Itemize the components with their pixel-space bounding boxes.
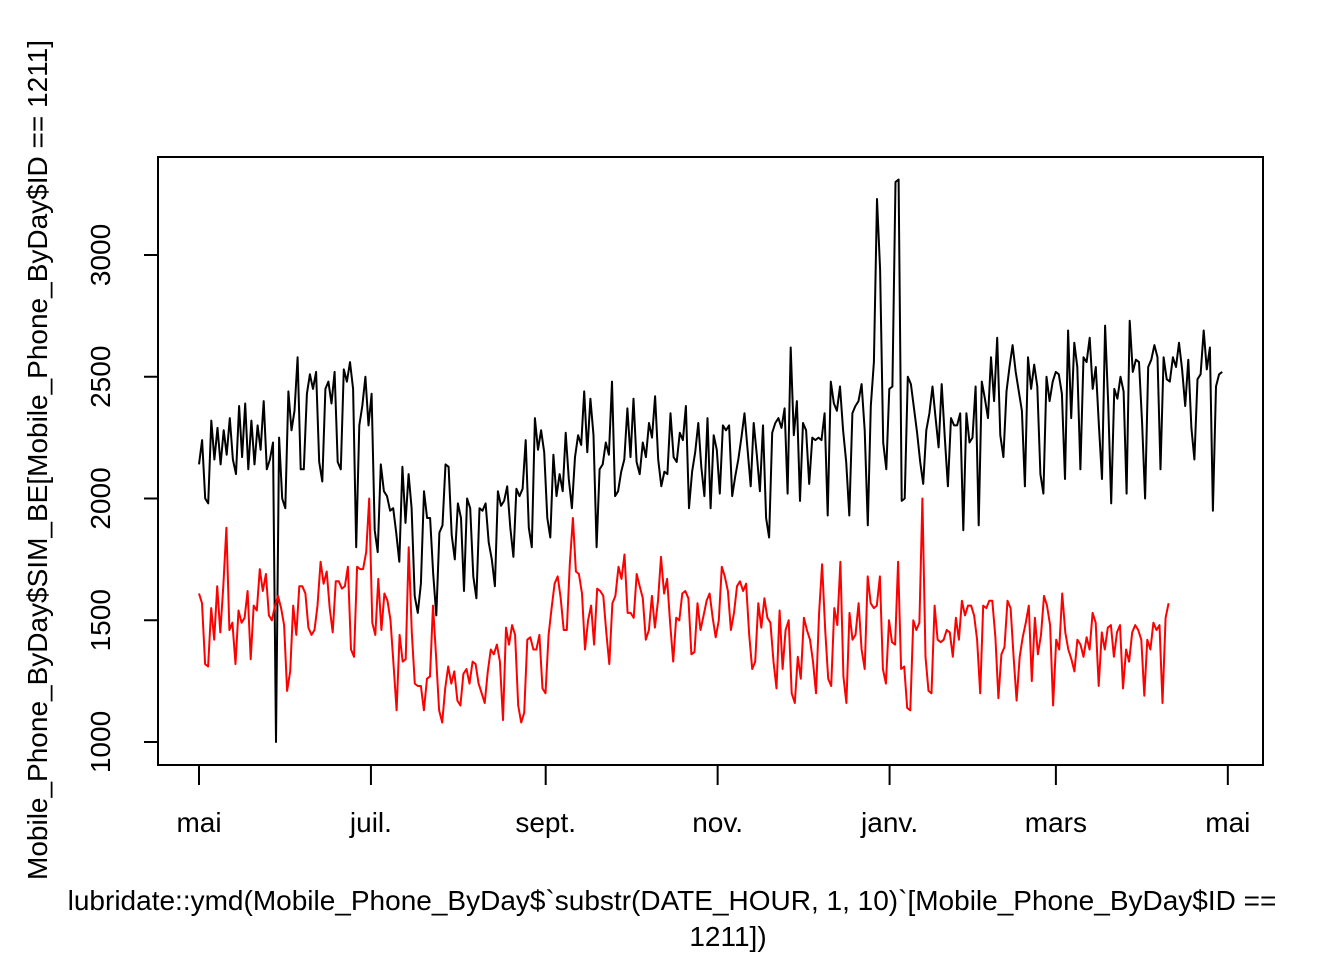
- x-axis: mai juil. sept. nov. janv. mars mai: [176, 764, 1250, 838]
- x-tick-label: mars: [1025, 807, 1087, 838]
- series-line-1: [198, 178, 1223, 743]
- x-tick-label: juil.: [349, 807, 392, 838]
- x-tick-label: nov.: [692, 807, 743, 838]
- x-tick-label: sept.: [515, 807, 576, 838]
- x-axis-title-line-1: lubridate::ymd(Mobile_Phone_ByDay$`subst…: [68, 885, 1277, 916]
- series-line-2: [198, 497, 1170, 724]
- y-tick-label: 1500: [85, 589, 116, 651]
- y-tick-label: 3000: [85, 224, 116, 286]
- series-layer: [198, 178, 1223, 743]
- x-tick-label: janv.: [860, 807, 918, 838]
- y-axis: 1000 1500 2000 2500 3000: [85, 224, 159, 773]
- x-axis-title-line-2: 1211]): [689, 921, 766, 952]
- y-axis-title: Mobile_Phone_ByDay$SIM_BE[Mobile_Phone_B…: [22, 40, 53, 880]
- x-tick-label: mai: [1205, 807, 1250, 838]
- x-tick-label: mai: [176, 807, 221, 838]
- y-tick-label: 2000: [85, 467, 116, 529]
- y-tick-label: 2500: [85, 346, 116, 408]
- y-tick-label: 1000: [85, 711, 116, 773]
